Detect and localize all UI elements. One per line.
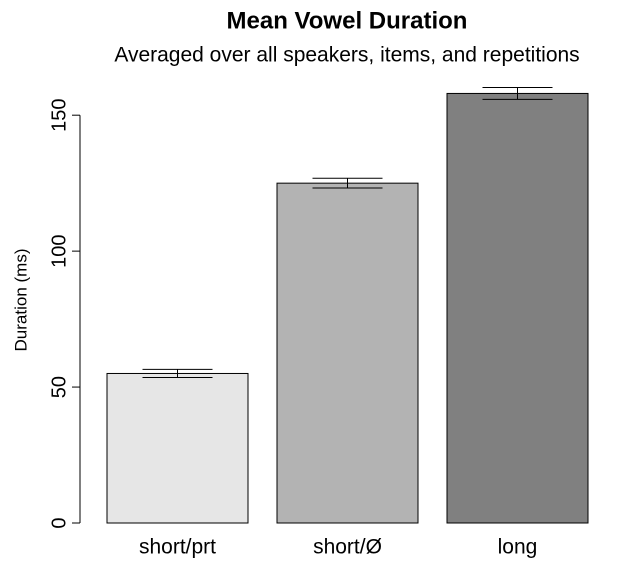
y-axis-label: Duration (ms) [11, 249, 30, 352]
y-tick-label: 0 [48, 517, 70, 528]
x-tick-label: long [498, 536, 538, 559]
chart-title: Mean Vowel Duration [227, 7, 468, 34]
x-tick-label: short/prt [139, 536, 216, 559]
bar [446, 92, 589, 524]
x-tick-label: short/Ø [313, 536, 382, 559]
bar [106, 372, 249, 524]
y-tick-label: 100 [48, 234, 70, 267]
bar [276, 182, 419, 524]
y-tick-label: 150 [48, 99, 70, 132]
y-tick-label: 50 [48, 376, 70, 398]
chart-subtitle: Averaged over all speakers, items, and r… [114, 44, 579, 67]
